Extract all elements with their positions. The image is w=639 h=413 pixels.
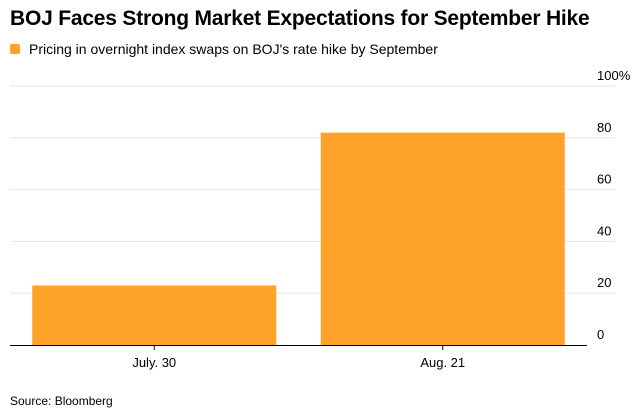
x-axis-ticks: July. 30 Aug. 21 (132, 345, 465, 370)
y-tick-label: 60 (597, 172, 611, 187)
y-tick-label: 80 (597, 120, 611, 135)
chart-title: BOJ Faces Strong Market Expectations for… (10, 7, 590, 30)
source-note: Source: Bloomberg (10, 394, 113, 408)
bars (32, 132, 565, 345)
legend-swatch (10, 44, 20, 54)
bar (320, 132, 565, 345)
y-tick-label: 40 (597, 223, 611, 238)
y-tick-label: 0 (597, 327, 604, 342)
x-tick-label: Aug. 21 (420, 355, 465, 370)
legend-label: Pricing in overnight index swaps on BOJ'… (29, 41, 438, 57)
bar (32, 285, 277, 345)
legend: Pricing in overnight index swaps on BOJ'… (10, 40, 438, 58)
y-tick-label: 20 (597, 275, 611, 290)
y-axis-ticks: 0 20 40 60 80 100% (597, 68, 631, 342)
x-tick-label: July. 30 (132, 355, 176, 370)
y-tick-label: 100% (597, 68, 631, 83)
